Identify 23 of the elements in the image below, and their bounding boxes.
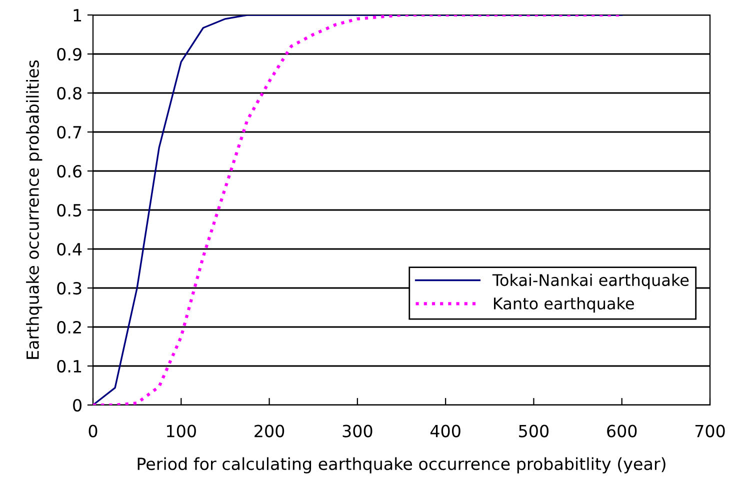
y-tick-label: 0.8 — [57, 86, 82, 100]
y-tick-label: 0.9 — [57, 48, 82, 61]
y-tick-label: 0.6 — [57, 164, 82, 178]
y-tick-label: 1 — [74, 9, 82, 22]
y-tick-label: 0.4 — [57, 242, 82, 256]
x-tick-label: 200 — [254, 424, 284, 438]
x-tick-label: 100 — [167, 424, 196, 438]
y-tick-label: 0 — [73, 398, 82, 412]
y-axis-title: Earthquake occurrence probabilities — [26, 60, 42, 359]
y-tick-label: 0.2 — [57, 320, 81, 334]
x-tick-label: 300 — [342, 424, 372, 438]
y-tick-label: 0.1 — [57, 360, 82, 373]
x-axis-title: Period for calculating earthquake occurrence probabitlity (year) — [138, 457, 666, 474]
y-tick-label: 0.7 — [57, 126, 82, 139]
legend-label: Kanto earthquake — [494, 297, 634, 313]
x-tick-label: 700 — [695, 424, 725, 438]
y-tick-label: 0.5 — [57, 204, 82, 217]
x-tick-label: 600 — [607, 424, 637, 438]
x-tick-label: 500 — [519, 424, 549, 438]
y-tick-label: 0.3 — [57, 282, 82, 295]
legend-label: Tokai-Nankai earthquake — [492, 274, 689, 290]
x-tick-label: 400 — [430, 424, 460, 438]
x-tick-label: 0 — [88, 424, 98, 438]
